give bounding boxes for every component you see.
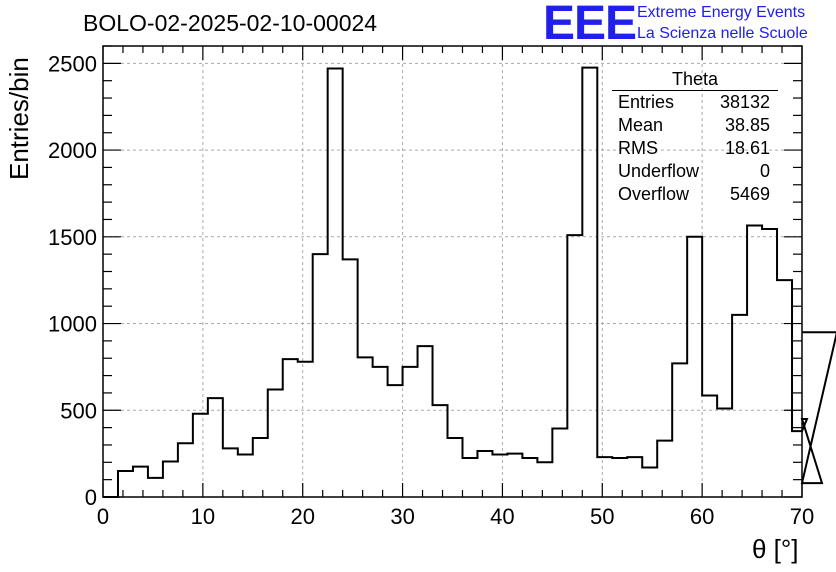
histogram-bin [133,467,148,497]
histogram-bin [747,226,762,497]
histogram-bin [373,367,388,497]
histogram-bin [792,431,802,497]
stats-row: Overflow 5469 [612,183,778,206]
x-tick-label: 30 [390,504,414,529]
histogram-bin [612,458,627,497]
histogram-bin [253,438,268,497]
histogram-bin [343,259,358,497]
y-axis-label: Entries/bin [4,57,34,180]
histogram-bin [268,389,283,497]
histogram-bin [403,367,418,497]
eee-logo: EEE [543,0,637,50]
histogram-bin [433,405,448,497]
histogram-bin [762,229,777,497]
x-tick-label: 70 [790,504,814,529]
y-tick-label: 500 [60,398,97,423]
stats-value: 5469 [729,184,770,204]
y-tick-label: 2500 [48,51,97,76]
y-tick-label: 1500 [48,225,97,250]
histogram-bin [567,235,582,497]
x-tick-label: 60 [690,504,714,529]
histogram-bin [238,455,253,497]
histogram-bin [702,396,717,497]
histogram-bin [298,362,313,497]
histogram-bin [777,280,792,497]
stats-label: Underflow [618,161,700,181]
histogram-bin [582,68,597,497]
stats-row: Mean 38.85 [612,114,778,137]
histogram-bin [163,461,178,497]
histogram-series [103,66,836,498]
histogram-bin [193,414,208,497]
histogram-bin [687,237,702,497]
stats-value: 38.85 [724,115,770,135]
histogram-bin [732,315,747,497]
histogram-bin [492,455,507,497]
stats-label: RMS [618,138,658,158]
brand-line-1: Extreme Energy Events [637,4,806,21]
stats-label: Entries [618,92,675,112]
histogram-bin [223,448,238,497]
plot-title: BOLO-02-2025-02-10-00024 [83,10,378,36]
histogram-bin [448,438,463,497]
stats-title: Theta [612,70,778,91]
histogram-bin [537,462,552,497]
histogram-bin [657,441,672,497]
stats-value: 38132 [719,92,770,112]
stats-label: Mean [618,115,664,135]
stats-label: Overflow [618,184,690,204]
histogram-bin [208,398,223,497]
histogram-bin [418,346,433,497]
stats-box: Theta Entries 38132 Mean 38.85 RMS 18.61… [612,70,778,206]
histogram-bin [552,428,567,497]
histogram-bin [477,451,492,497]
histogram-bin [328,69,343,497]
brand-line-2: La Scienza nelle Scuole [637,25,808,42]
histogram-bin [388,385,403,497]
x-tick-label: 50 [590,504,614,529]
histogram-bin [522,458,537,497]
stats-row: Underflow 0 [612,160,778,183]
histogram-bin [462,458,477,497]
histogram-bin [642,468,657,497]
histogram-bin [148,478,163,497]
x-tick-label: 10 [191,504,215,529]
stats-value: 18.61 [724,138,770,158]
histogram-bin [358,357,373,497]
y-tick-label: 0 [85,485,97,510]
histogram-bin [507,454,522,497]
y-tick-label: 2000 [48,138,97,163]
histogram-bin [672,363,687,497]
stats-row: RMS 18.61 [612,137,778,160]
histogram-bin [717,409,732,497]
histogram-bin [627,457,642,497]
histogram-bin [178,443,193,497]
x-tick-label: 40 [490,504,514,529]
x-axis-label: θ [°] [752,534,799,564]
histogram-bin [597,457,612,497]
histogram-bin [118,471,133,497]
y-tick-label: 1000 [48,312,97,337]
histogram-bin [313,254,328,497]
histogram-bin [283,359,298,497]
x-tick-label: 0 [97,504,109,529]
stats-row: Entries 38132 [612,91,778,114]
x-tick-label: 20 [290,504,314,529]
stats-value: 0 [759,161,770,181]
